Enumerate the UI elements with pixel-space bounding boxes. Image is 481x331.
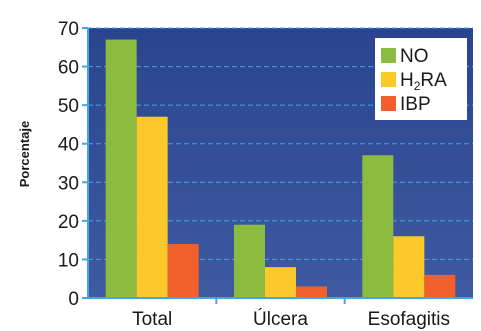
legend-swatch-no	[381, 48, 396, 63]
bar-no-1	[234, 224, 265, 298]
y-tick-label: 60	[58, 58, 79, 79]
y-tick-label: 20	[58, 212, 79, 233]
legend-label-ibp: IBP	[400, 94, 431, 115]
y-tick-label: 0	[68, 289, 79, 310]
bar-ibp-0	[167, 244, 199, 298]
bar-h2ra-1	[265, 267, 296, 298]
legend-label-h2ra: H2RA	[400, 70, 447, 93]
bar-ibp-2	[424, 274, 456, 298]
bar-no-2	[362, 155, 394, 298]
y-tick-label: 30	[58, 173, 79, 194]
axes	[82, 27, 473, 304]
bar-h2ra-0	[136, 116, 168, 298]
x-tick-label: Total	[132, 309, 172, 330]
legend-swatch-ibp	[381, 96, 396, 111]
y-tick-label: 50	[58, 96, 79, 117]
x-tick-label: Úlcera	[253, 308, 308, 330]
bar-no-0	[105, 39, 137, 298]
bars	[105, 39, 456, 298]
x-tick-label: Esofagitis	[368, 309, 450, 330]
x-tick-labels: Total Úlcera Esofagitis	[132, 308, 450, 330]
bar-ibp-1	[296, 286, 327, 298]
y-tick-label: 70	[58, 19, 79, 40]
y-tick-label: 10	[58, 250, 79, 271]
y-tick-label: 40	[58, 135, 79, 156]
y-tick-labels: 0 10 20 30 40 50 60 70	[58, 19, 79, 310]
legend-label-no: NO	[400, 46, 429, 67]
y-axis-label: Porcentaje	[17, 121, 32, 187]
legend-swatch-h2ra	[381, 72, 396, 87]
bar-h2ra-2	[393, 236, 425, 298]
